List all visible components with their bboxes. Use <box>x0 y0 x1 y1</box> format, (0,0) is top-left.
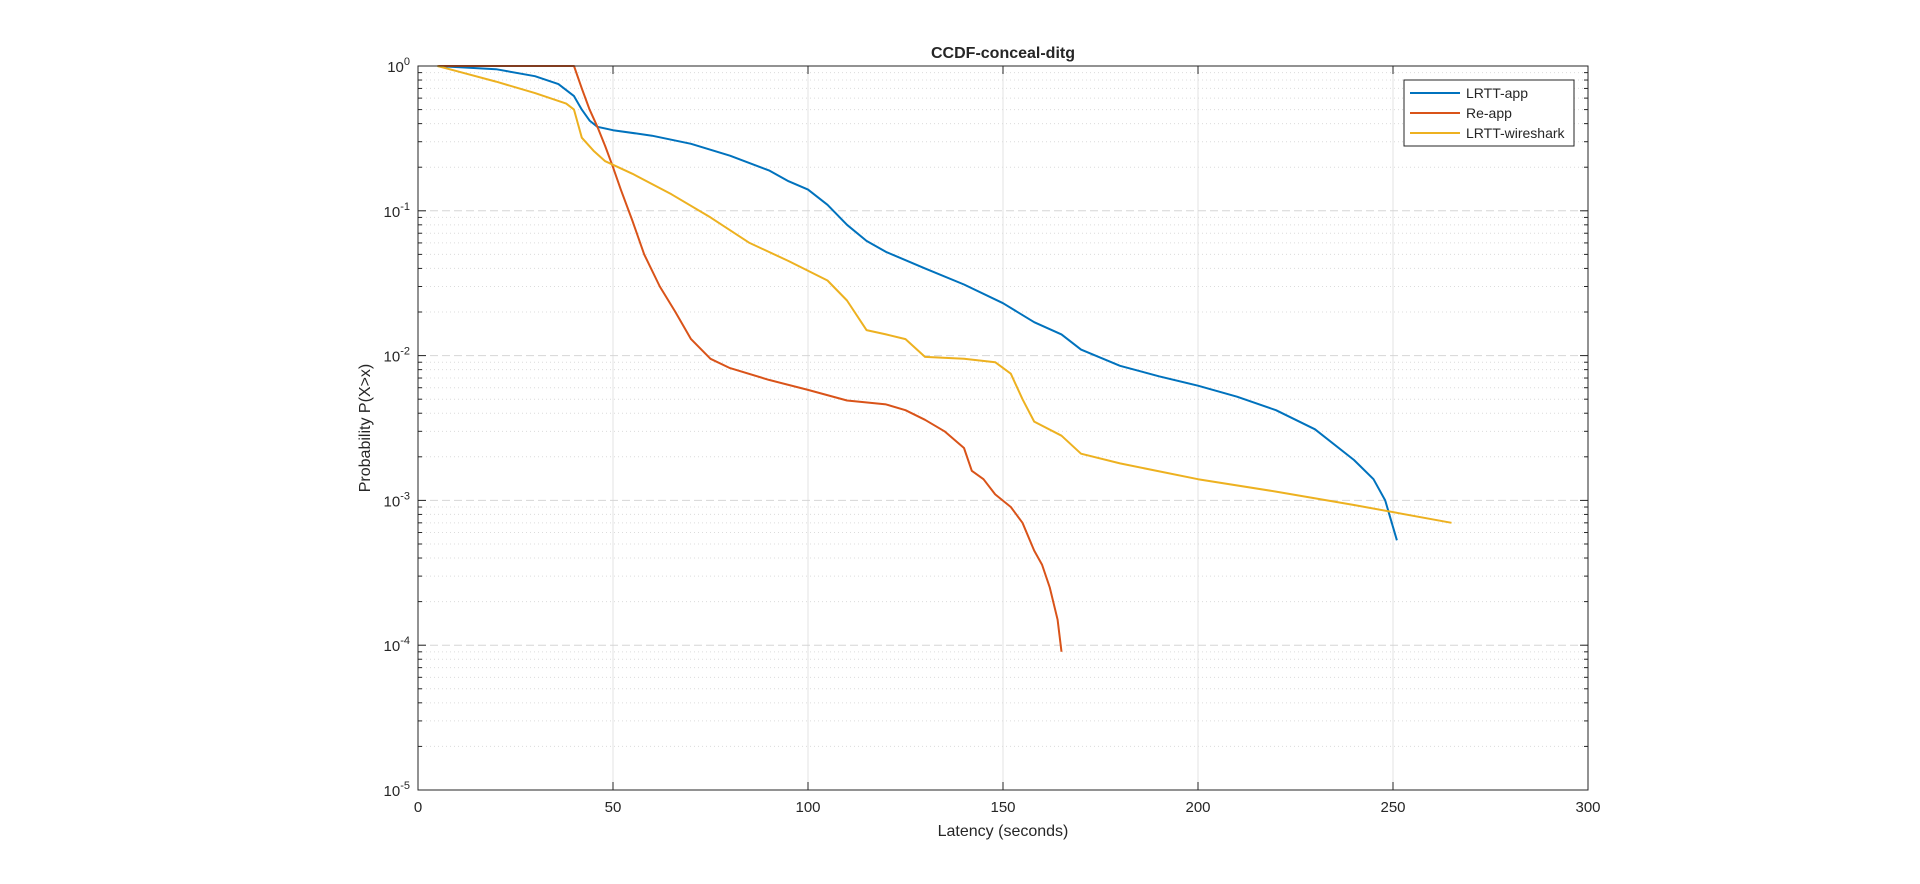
y-tick-base: 10 <box>387 59 404 76</box>
x-tick-labels: 0 50 100 150 200 250 300 <box>414 799 1601 816</box>
legend: LRTT-app Re-app LRTT-wireshark <box>1403 79 1575 147</box>
y-tick-label: 10-3 <box>384 490 410 510</box>
x-tick-label: 0 <box>414 799 422 816</box>
series-lines <box>437 65 1452 652</box>
legend-box <box>1403 79 1575 147</box>
x-tick-label: 200 <box>1185 799 1210 816</box>
y-tick-base: 10 <box>384 349 401 366</box>
y-tick-exponent: -3 <box>400 490 410 502</box>
y-tick-exponent: 0 <box>404 56 410 68</box>
y-axis-label: Probability P(X>x) <box>357 364 374 493</box>
y-tick-exponent: -1 <box>400 201 410 213</box>
y-tick-exponent: -5 <box>400 780 410 792</box>
legend-label: LRTT-app <box>1466 85 1528 101</box>
series-line-lrtt-app <box>437 65 1398 541</box>
x-tick-label: 250 <box>1380 799 1405 816</box>
y-tick-label: 10-1 <box>384 201 410 221</box>
x-tick-label: 50 <box>605 799 622 816</box>
chart-title: CCDF-conceal-ditg <box>931 45 1075 62</box>
y-tick-label: 10-5 <box>384 780 410 800</box>
y-tick-base: 10 <box>384 493 401 510</box>
legend-label: Re-app <box>1466 105 1512 121</box>
legend-label: LRTT-wireshark <box>1466 125 1566 141</box>
grid <box>417 65 1589 791</box>
x-tick-label: 300 <box>1575 799 1600 816</box>
y-tick-label: 100 <box>387 56 410 76</box>
y-tick-base: 10 <box>384 783 401 800</box>
x-axis-label: Latency (seconds) <box>938 823 1069 840</box>
y-tick-base: 10 <box>384 204 401 221</box>
tick-marks <box>417 65 1589 791</box>
y-tick-base: 10 <box>384 638 401 655</box>
y-tick-exponent: -2 <box>400 346 410 358</box>
series-line-lrtt-wireshark <box>437 65 1452 524</box>
series-line-re-app <box>437 65 1063 652</box>
y-tick-exponent: -4 <box>400 635 410 647</box>
x-tick-label: 100 <box>795 799 820 816</box>
y-tick-label: 10-4 <box>384 635 410 655</box>
y-tick-label: 10-2 <box>384 346 410 366</box>
x-tick-label: 150 <box>990 799 1015 816</box>
